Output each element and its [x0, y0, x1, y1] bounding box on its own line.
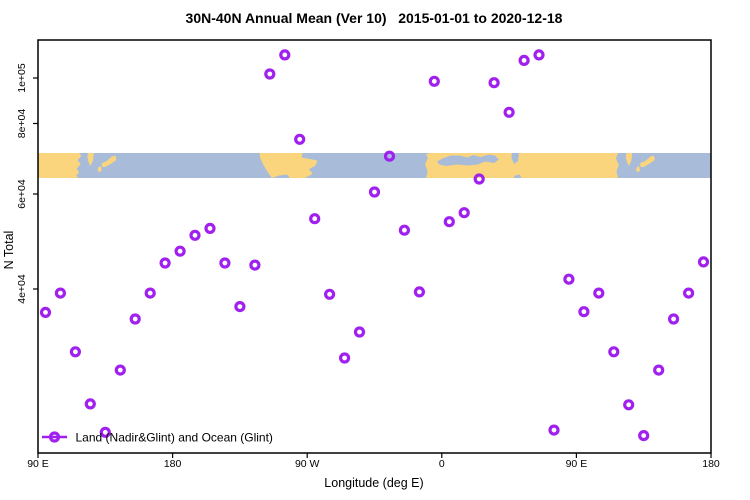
data-point — [563, 273, 575, 285]
ocean-patch-caspian-sea — [511, 153, 519, 164]
data-point — [114, 364, 126, 376]
data-point — [608, 346, 620, 358]
data-point — [623, 399, 635, 411]
x-tick-label: 90 E — [27, 458, 49, 470]
data-point — [129, 313, 141, 325]
data-point — [533, 49, 545, 61]
plot-border — [37, 39, 712, 454]
data-point — [204, 222, 216, 234]
land-shape-japan-west-2 — [635, 166, 641, 173]
x-axis-label: Longitude (deg E) — [324, 476, 423, 490]
legend-label: Land (Nadir&Glint) and Ocean (Glint) — [76, 431, 273, 445]
data-point — [667, 313, 680, 325]
data-point — [84, 398, 96, 410]
data-point — [144, 287, 156, 299]
data-point — [339, 352, 351, 364]
y-tick-label: 6e+04 — [16, 179, 28, 209]
x-tick-label: 0 — [439, 458, 445, 470]
data-point — [383, 150, 396, 162]
land-shape-japan-west — [97, 166, 102, 173]
data-point — [294, 133, 306, 145]
data-point — [697, 256, 710, 268]
data-point — [324, 288, 336, 300]
data-point — [69, 346, 82, 358]
data-point — [189, 229, 201, 241]
axes: 90 E 180 90 W 0 90 E 180 1e+05 8e+04 6e+04 4e+04 — [16, 63, 720, 470]
y-tick-label: 1e+05 — [16, 63, 28, 93]
chart-title: 30N-40N Annual Mean (Ver 10) 2015-01-01 … — [186, 10, 563, 26]
data-point — [219, 257, 231, 269]
data-point — [548, 424, 560, 436]
scatter-points — [39, 49, 710, 442]
data-point — [398, 224, 410, 236]
legend-marker-icon — [48, 431, 61, 443]
data-point — [249, 259, 261, 271]
data-point — [174, 245, 186, 257]
data-point — [653, 364, 665, 376]
land-shape-japan-honshu-2 — [640, 155, 655, 167]
data-point — [279, 49, 291, 61]
land-shape-korea-2 — [625, 153, 633, 166]
legend: Land (Nadir&Glint) and Ocean (Glint) — [42, 431, 273, 445]
data-point — [54, 287, 67, 299]
data-point — [503, 106, 515, 118]
data-point — [682, 287, 695, 299]
land-shape-japan-honshu — [101, 155, 117, 167]
data-point — [443, 216, 455, 228]
x-tick-label: 90 W — [295, 458, 320, 470]
data-point — [234, 301, 246, 313]
data-point — [518, 54, 530, 67]
x-tick-label: 180 — [702, 458, 720, 470]
land-shape-korea — [87, 153, 94, 166]
y-tick-label: 4e+04 — [16, 274, 28, 304]
ocean-patch-persian-gulf — [513, 174, 522, 178]
data-point — [638, 430, 650, 442]
data-point — [473, 173, 485, 185]
land-shape-asia-east — [38, 153, 82, 178]
x-tick-label: 90 E — [566, 458, 588, 470]
data-point — [309, 213, 321, 225]
ocean-patch-mediterranean — [437, 154, 499, 166]
x-tick-label: 180 — [164, 458, 182, 470]
data-point — [99, 426, 111, 438]
y-axis-label: N Total — [2, 231, 16, 270]
data-point — [488, 77, 500, 89]
data-point — [428, 75, 440, 87]
data-point — [413, 286, 425, 298]
data-point — [353, 326, 366, 338]
land-shape-north-america — [259, 153, 318, 178]
data-point — [368, 186, 381, 198]
data-point — [264, 68, 276, 80]
data-point — [593, 287, 605, 299]
data-point — [458, 207, 470, 219]
data-point — [39, 306, 52, 318]
data-point — [578, 306, 590, 318]
world-map-band — [38, 153, 711, 178]
y-tick-label: 8e+04 — [16, 109, 28, 139]
data-point — [159, 257, 171, 269]
